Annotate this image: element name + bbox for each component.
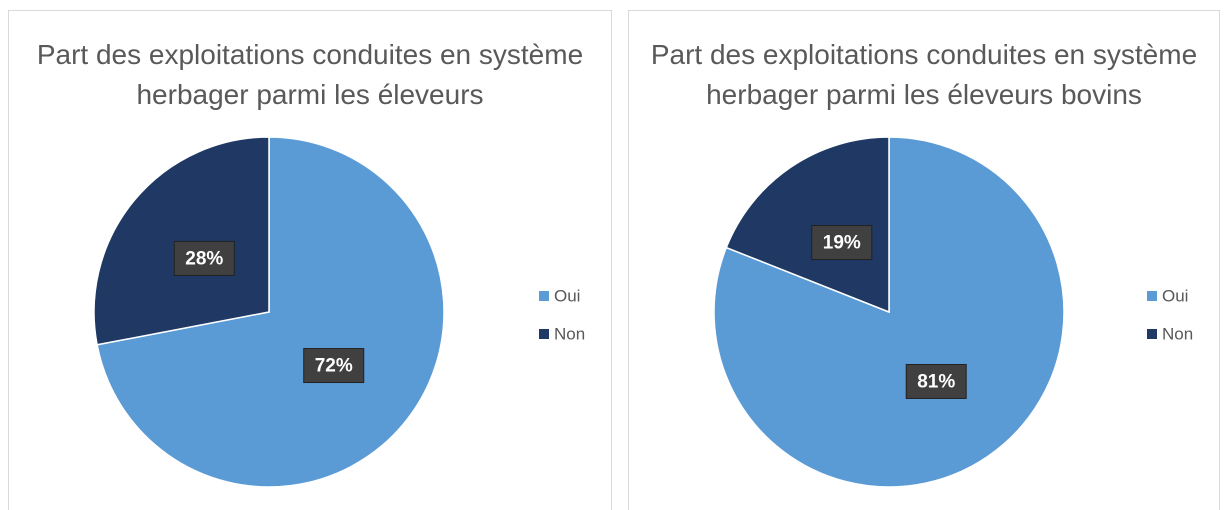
legend-swatch xyxy=(539,291,549,301)
legend-label: Oui xyxy=(1162,286,1188,305)
chart: 72% 28% Oui Non xyxy=(93,136,585,488)
chart: 81% 19% Oui Non xyxy=(713,136,1193,488)
legend-swatch xyxy=(1147,291,1157,301)
data-label: 81% xyxy=(917,371,955,392)
chart-panel: Part des exploitations conduites en syst… xyxy=(8,10,612,510)
label-box xyxy=(303,348,365,384)
data-label: 28% xyxy=(185,248,223,269)
label-box xyxy=(905,363,967,399)
label-box xyxy=(811,225,873,261)
legend-swatch xyxy=(1147,329,1157,339)
pie-slice xyxy=(96,136,445,488)
pie-slice xyxy=(725,136,890,314)
chart-title: Part des exploitations conduites en syst… xyxy=(36,39,584,110)
chart-title: Part des exploitations conduites en syst… xyxy=(650,39,1198,110)
data-label: 19% xyxy=(823,233,861,254)
legend-swatch xyxy=(539,329,549,339)
label-box xyxy=(173,240,235,276)
chart-panel: Part des exploitations conduites en syst… xyxy=(628,10,1220,510)
legend-label: Non xyxy=(1162,324,1193,343)
legend-label: Oui xyxy=(554,286,580,305)
pie-slice xyxy=(93,136,270,346)
data-label: 72% xyxy=(315,356,353,377)
legend-label: Non xyxy=(554,324,585,343)
